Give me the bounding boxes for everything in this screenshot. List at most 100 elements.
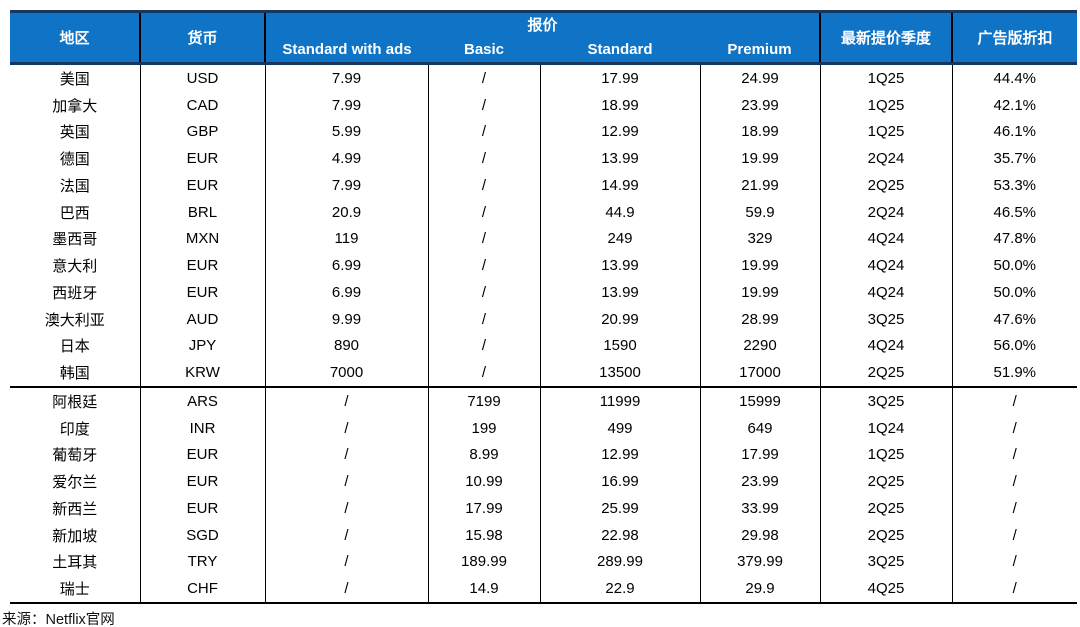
table-cell: 1590 [540, 332, 701, 360]
table-cell: 西班牙 [10, 279, 141, 306]
table-cell: 2Q24 [820, 145, 953, 172]
table-cell: 379.99 [700, 548, 821, 576]
table-cell: 1Q25 [820, 441, 953, 469]
table-cell: 46.5% [952, 198, 1078, 226]
table-cell: / [265, 575, 429, 604]
table-cell: EUR [140, 145, 266, 172]
table-cell: 16.99 [540, 468, 701, 495]
table-cell: 47.6% [952, 305, 1078, 333]
table-row: 巴西 BRL 20.9/44.9 59.9 2Q24 46.5% [10, 198, 1078, 226]
table-cell: 24.99 [700, 63, 821, 92]
table-cell: / [428, 63, 541, 92]
table-cell: 阿根廷 [10, 386, 141, 415]
table-cell: MXN [140, 225, 266, 253]
table-cell: EUR [140, 441, 266, 469]
table-cell: 23.99 [700, 468, 821, 495]
table-cell: 11999 [540, 386, 701, 415]
table-cell: / [428, 305, 541, 333]
table-cell: / [952, 386, 1078, 415]
table-cell: JPY [140, 332, 266, 360]
table-cell: 新加坡 [10, 521, 141, 549]
table-cell: 28.99 [700, 305, 821, 333]
table-row: 加拿大 CAD 7.99/18.99 23.99 1Q25 42.1% [10, 91, 1078, 119]
table-cell: / [428, 91, 541, 119]
table-cell: 119 [265, 225, 429, 253]
table-cell: 17000 [700, 359, 821, 387]
table-cell: 17.99 [428, 495, 541, 522]
table-cell: SGD [140, 521, 266, 549]
table-cell: AUD [140, 305, 266, 333]
table-cell: / [265, 548, 429, 576]
table-cell: 499 [540, 414, 701, 442]
table-cell: 9.99 [265, 305, 429, 333]
col-header-basic: Basic [428, 36, 540, 65]
table-cell: / [952, 441, 1078, 469]
table-cell: / [428, 198, 541, 226]
table-cell: 13500 [540, 359, 701, 387]
table-cell: 33.99 [700, 495, 821, 522]
table-cell: USD [140, 63, 266, 92]
table-cell: / [428, 279, 541, 306]
table-row: 西班牙 EUR 6.99/13.99 19.99 4Q24 50.0% [10, 279, 1078, 306]
table-cell: 加拿大 [10, 91, 141, 119]
col-header-standard: Standard [540, 36, 700, 65]
table-cell: 12.99 [540, 441, 701, 469]
table-cell: 1Q24 [820, 414, 953, 442]
table-cell: 土耳其 [10, 548, 141, 576]
table-row: 日本 JPY 890/1590 2290 4Q24 56.0% [10, 332, 1078, 360]
table-cell: / [265, 468, 429, 495]
table-cell: 46.1% [952, 118, 1078, 146]
table-cell: CHF [140, 575, 266, 604]
table-cell: 瑞士 [10, 575, 141, 604]
table-cell: 42.1% [952, 91, 1078, 119]
table-row: 美国 USD 7.99/17.99 24.99 1Q25 44.4% [10, 63, 1078, 92]
table-cell: 3Q25 [820, 386, 953, 415]
table-row: 葡萄牙 EUR/8.99 12.99 17.99 1Q25/ [10, 441, 1078, 469]
table-cell: / [952, 548, 1078, 576]
table-cell: 47.8% [952, 225, 1078, 253]
table-row: 韩国 KRW 7000/13500 17000 2Q25 51.9% [10, 359, 1078, 387]
table-cell: 1Q25 [820, 91, 953, 119]
col-header-region: 地区 [10, 10, 141, 65]
table-cell: / [428, 332, 541, 360]
table-cell: 6.99 [265, 252, 429, 279]
table-row: 阿根廷 ARS/7199 11999 15999 3Q25/ [10, 386, 1078, 415]
table-cell: 4Q24 [820, 252, 953, 279]
table-cell: 20.9 [265, 198, 429, 226]
table-cell: 14.99 [540, 172, 701, 199]
table-cell: 29.9 [700, 575, 821, 604]
col-header-latest-hike-quarter: 最新提价季度 [820, 10, 954, 65]
header-row-sub: Standard with ads Basic Standard Premium [10, 36, 1077, 65]
table-cell: 18.99 [540, 91, 701, 119]
table-cell: 法国 [10, 172, 141, 199]
table-cell: / [265, 441, 429, 469]
table-row: 澳大利亚 AUD 9.99/20.99 28.99 3Q25 47.6% [10, 305, 1078, 333]
table-cell: 19.99 [700, 279, 821, 306]
table-cell: ARS [140, 386, 266, 415]
table-cell: 3Q25 [820, 305, 953, 333]
table-body: 美国 USD 7.99/17.99 24.99 1Q25 44.4% 加拿大 CAD 7.99/… [10, 63, 1078, 604]
col-header-currency: 货币 [140, 10, 266, 65]
table-cell: 13.99 [540, 279, 701, 306]
table-cell: 韩国 [10, 359, 141, 387]
table-cell: / [265, 495, 429, 522]
table-cell: 13.99 [540, 252, 701, 279]
table-cell: 15.98 [428, 521, 541, 549]
table-cell: / [428, 225, 541, 253]
table-cell: CAD [140, 91, 266, 119]
table-cell: 13.99 [540, 145, 701, 172]
table-cell: 3Q25 [820, 548, 953, 576]
source-note: 来源：Netflix官网 [2, 612, 115, 627]
table-cell: 59.9 [700, 198, 821, 226]
table-cell: 329 [700, 225, 821, 253]
pricing-table: 地区 货币 报价 最新提价季度 广告版折扣 Standard with ads … [10, 10, 1078, 604]
table-cell: 意大利 [10, 252, 141, 279]
table-cell: / [952, 495, 1078, 522]
table-cell: EUR [140, 172, 266, 199]
table-cell: 2Q25 [820, 359, 953, 387]
table-cell: 1Q25 [820, 118, 953, 146]
table-cell: 巴西 [10, 198, 141, 226]
table-cell: 189.99 [428, 548, 541, 576]
table-cell: 7.99 [265, 63, 429, 92]
table-cell: 44.4% [952, 63, 1078, 92]
